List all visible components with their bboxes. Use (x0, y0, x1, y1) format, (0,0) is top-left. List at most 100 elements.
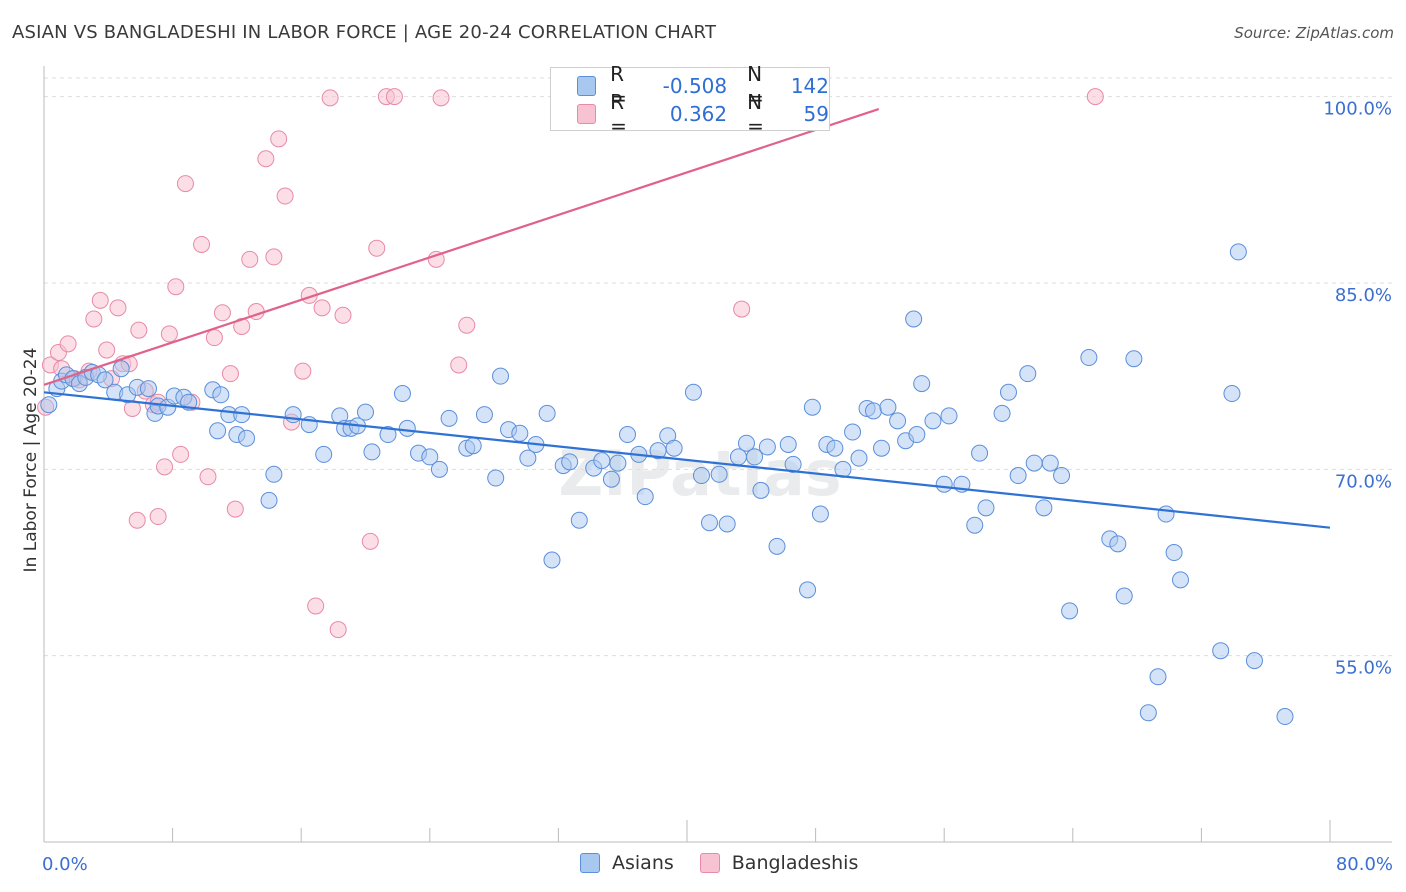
bangladeshi-points (37, 88, 1104, 639)
axes (43, 66, 1392, 843)
asian-point (1229, 243, 1247, 261)
asian-point (511, 424, 529, 442)
bangladeshi-point (193, 235, 211, 253)
asian-swatch (577, 76, 597, 96)
bangladeshi-point (91, 291, 109, 309)
bangladeshi-point (385, 88, 403, 106)
bangladeshi-point (59, 335, 77, 353)
asian-point (692, 467, 710, 485)
bangladeshi-point (427, 250, 445, 268)
asian-point (357, 403, 374, 421)
bangladeshi-point (213, 304, 231, 322)
asian-point (889, 412, 907, 430)
asian-point (935, 475, 953, 493)
legend-label-bangladeshis: Bangladeshis (731, 852, 859, 874)
source-label: Source: ZipAtlas.com (1234, 24, 1394, 42)
asian-point (1025, 454, 1043, 472)
asian-point (96, 371, 114, 389)
legend-row-asians: R = -0.508 N = 142 (551, 62, 829, 110)
asian-point (398, 419, 416, 437)
bangladeshi-point (432, 89, 450, 107)
tick-labels: 55.0% 70.0% 85.0% 100.0% 0.0% 80.0% (42, 99, 1393, 875)
bangladeshi-point (221, 365, 239, 383)
bangladeshi-point (98, 341, 116, 359)
asian-point (619, 426, 637, 444)
bangladeshi-swatch (577, 104, 597, 124)
asian-point (602, 470, 620, 488)
legend-r-value: -0.508 (662, 74, 728, 98)
asian-point (737, 434, 755, 452)
bangladeshi-point (458, 316, 476, 334)
bangladeshi-point (265, 248, 283, 266)
stats-legend: R = -0.508 N = 142 R = 0.362 N = 59 (550, 62, 830, 138)
asian-point (1053, 467, 1071, 485)
bangladeshi-point (160, 325, 178, 343)
asian-point (940, 407, 958, 425)
bangladeshi-point (313, 299, 331, 317)
asian-swatch (580, 853, 600, 873)
legend-r-label: R = (610, 62, 627, 110)
asian-point (718, 515, 736, 533)
bangladeshi-point (172, 445, 190, 463)
asian-point (665, 439, 683, 457)
asian-point (315, 445, 333, 463)
legend-n-value: 142 (790, 74, 829, 98)
asian-point (811, 505, 829, 523)
asian-point (209, 422, 227, 440)
asian-point (913, 375, 931, 393)
asian-point (684, 383, 702, 401)
asian-point (799, 581, 817, 599)
asian-point (993, 404, 1011, 422)
bangladeshi-point (130, 321, 148, 339)
legend-item-bangladeshis: Bangladeshis (699, 852, 859, 874)
gridlines (44, 77, 1392, 657)
asian-point (784, 455, 802, 473)
asian-point (1165, 544, 1183, 562)
bangladeshi-trend-line (43, 108, 880, 386)
legend-r-value: 0.362 (669, 102, 728, 126)
asian-point (758, 438, 776, 456)
legend-n-label: N = (747, 90, 764, 138)
y-tick-label: 70.0% (1335, 471, 1392, 492)
asian-point (265, 465, 283, 483)
bangladeshi-point (321, 89, 339, 107)
bangladeshi-point (450, 356, 468, 374)
asian-point (487, 469, 505, 487)
legend-r-label: R = (610, 90, 627, 138)
legend-n-value: 59 (803, 102, 829, 126)
asian-point (492, 367, 510, 385)
bangladeshi-point (276, 187, 294, 205)
asian-point (1245, 652, 1263, 670)
asian-trend-line (43, 391, 1331, 529)
bangladeshi-point (334, 306, 352, 324)
bangladeshi-point (149, 508, 167, 526)
asian-point (966, 516, 984, 534)
asian-point (1109, 535, 1127, 553)
asian-point (475, 406, 493, 424)
asian-point (260, 491, 278, 509)
bangladeshi-point (361, 532, 379, 550)
bangladeshi-point (307, 597, 325, 615)
asian-point (519, 449, 537, 467)
asian-point (1080, 349, 1098, 367)
bangladeshi-point (128, 511, 146, 529)
asian-point (908, 426, 926, 444)
bangladeshi-point (156, 458, 174, 476)
asian-point (238, 429, 256, 447)
asian-point (768, 537, 786, 555)
asian-point (212, 386, 230, 404)
legend-row-bangladeshis: R = 0.362 N = 59 (551, 90, 829, 138)
asian-point (977, 499, 995, 517)
bangladeshi-point (294, 362, 312, 380)
asian-point (752, 481, 770, 499)
asian-point (905, 310, 923, 328)
asian-point (1019, 365, 1037, 383)
legend-n-label: N = (747, 62, 764, 110)
asian-point (710, 465, 728, 483)
asian-point (284, 406, 302, 424)
asian-point (924, 412, 942, 430)
asian-point (543, 551, 561, 569)
asian-point (1000, 383, 1017, 401)
y-tick-label: 85.0% (1335, 285, 1392, 306)
asian-point (826, 439, 844, 457)
